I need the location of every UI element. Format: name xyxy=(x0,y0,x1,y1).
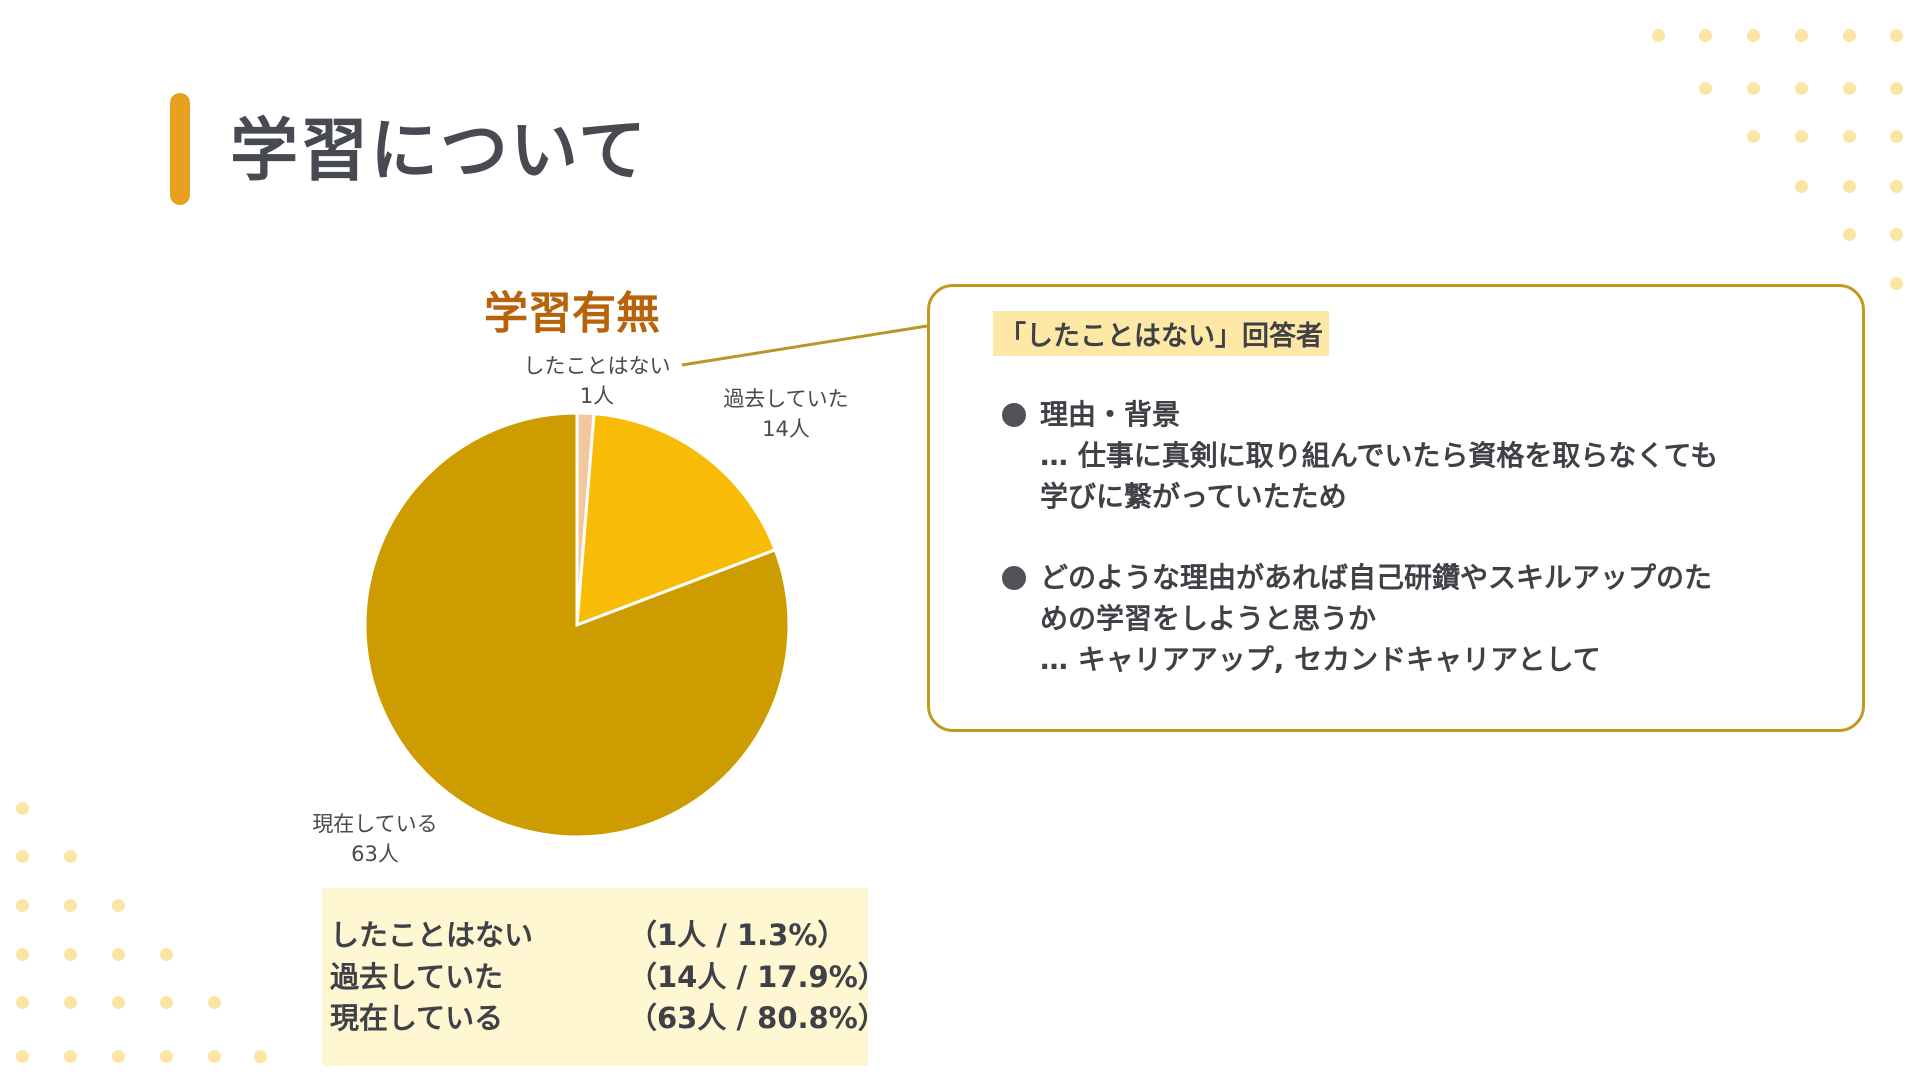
decorative-dot xyxy=(1843,228,1856,241)
slice-label-current-category: 現在している xyxy=(312,812,437,836)
decorative-dot xyxy=(64,899,77,912)
legend-label: 現在している xyxy=(330,1001,504,1035)
decorative-dot xyxy=(16,899,29,912)
slice-label-past-value: 14人 xyxy=(762,417,810,441)
decorative-dot xyxy=(112,948,125,961)
pie-slice-past xyxy=(575,412,778,628)
decorative-dot xyxy=(1795,130,1808,143)
decorative-dot xyxy=(1890,130,1903,143)
summary-legend-box: したことはない （1人 / 1.3%） 過去していた （14人 / 17.9%）… xyxy=(322,888,887,1066)
decorative-dot xyxy=(1747,82,1760,95)
slice-label-never-value: 1人 xyxy=(580,384,614,408)
decorative-dot xyxy=(1843,82,1856,95)
callout-heading: 「したことはない」回答者 xyxy=(993,311,1329,356)
decorative-dot xyxy=(1843,180,1856,193)
chart-title: 学習有無 xyxy=(484,288,660,339)
bullet-motivation: どのような理由があれば自己研鑽やスキルアップのた めの学習をしようと思うか … … xyxy=(1002,557,1802,680)
decorative-dot xyxy=(1747,29,1760,42)
decorative-dot xyxy=(1890,228,1903,241)
page-title: 学習について xyxy=(230,112,648,191)
decorative-dot xyxy=(1652,29,1665,42)
slice-label-never-category: したことはない xyxy=(524,354,671,378)
bullet-motivation-detail: … キャリアアップ, セカンドキャリアとして xyxy=(1040,643,1601,676)
decorative-dot xyxy=(208,996,221,1009)
decorative-dot xyxy=(160,996,173,1009)
decorative-dot xyxy=(1699,29,1712,42)
decorative-dot xyxy=(1890,277,1903,290)
bullet-reason-detail-line-2: 学びに繋がっていたため xyxy=(1040,480,1347,513)
decorative-dot xyxy=(160,1050,173,1063)
decorative-dot xyxy=(1843,29,1856,42)
decorative-dot xyxy=(1699,82,1712,95)
decorative-dot xyxy=(1890,82,1903,95)
bullet-dot-icon xyxy=(1002,403,1026,427)
decorative-dot xyxy=(1843,130,1856,143)
callout-leader-line xyxy=(681,324,928,367)
decorative-dot xyxy=(1795,180,1808,193)
slice-label-current-value: 63人 xyxy=(351,842,399,866)
slice-label-past-category: 過去していた xyxy=(723,387,848,411)
legend-value: （14人 / 17.9%） xyxy=(628,960,887,994)
decorative-dot xyxy=(16,850,29,863)
decorative-dot xyxy=(64,948,77,961)
bullet-dot-icon xyxy=(1002,566,1026,590)
decorative-dot xyxy=(208,1050,221,1063)
decorative-dot xyxy=(64,996,77,1009)
decorative-dot xyxy=(160,948,173,961)
title-accent-bar xyxy=(170,93,190,205)
decorative-dot xyxy=(112,899,125,912)
decorative-dot xyxy=(64,850,77,863)
decorative-dot xyxy=(1890,180,1903,193)
decorative-dot xyxy=(16,802,29,815)
decorative-dot xyxy=(254,1050,267,1063)
bullet-motivation-title-line-2: めの学習をしようと思うか xyxy=(1040,602,1377,635)
bullet-reason: 理由・背景 … 仕事に真剣に取り組んでいたら資格を取らなくても 学びに繋がってい… xyxy=(1002,394,1802,517)
legend-label: したことはない xyxy=(330,918,534,952)
bullet-reason-detail-line-1: … 仕事に真剣に取り組んでいたら資格を取らなくても xyxy=(1040,439,1719,472)
decorative-dot xyxy=(112,1050,125,1063)
decorative-dot xyxy=(64,1050,77,1063)
decorative-dot xyxy=(1890,29,1903,42)
decorative-dot xyxy=(1795,82,1808,95)
decorative-dot xyxy=(16,996,29,1009)
legend-value: （63人 / 80.8%） xyxy=(628,1001,887,1035)
callout-box: 「したことはない」回答者 理由・背景 … 仕事に真剣に取り組んでいたら資格を取ら… xyxy=(927,284,1865,732)
legend-value: （1人 / 1.3%） xyxy=(628,918,847,952)
decorative-dot xyxy=(16,948,29,961)
bullet-motivation-title-line-1: どのような理由があれば自己研鑽やスキルアップのた xyxy=(1040,561,1713,594)
pie-slice-current xyxy=(363,411,791,839)
decorative-dot xyxy=(16,1050,29,1063)
decorative-dot xyxy=(1747,130,1760,143)
bullet-reason-title: 理由・背景 xyxy=(1040,398,1181,431)
legend-label: 過去していた xyxy=(330,960,504,994)
decorative-dot xyxy=(112,996,125,1009)
decorative-dot xyxy=(1795,29,1808,42)
